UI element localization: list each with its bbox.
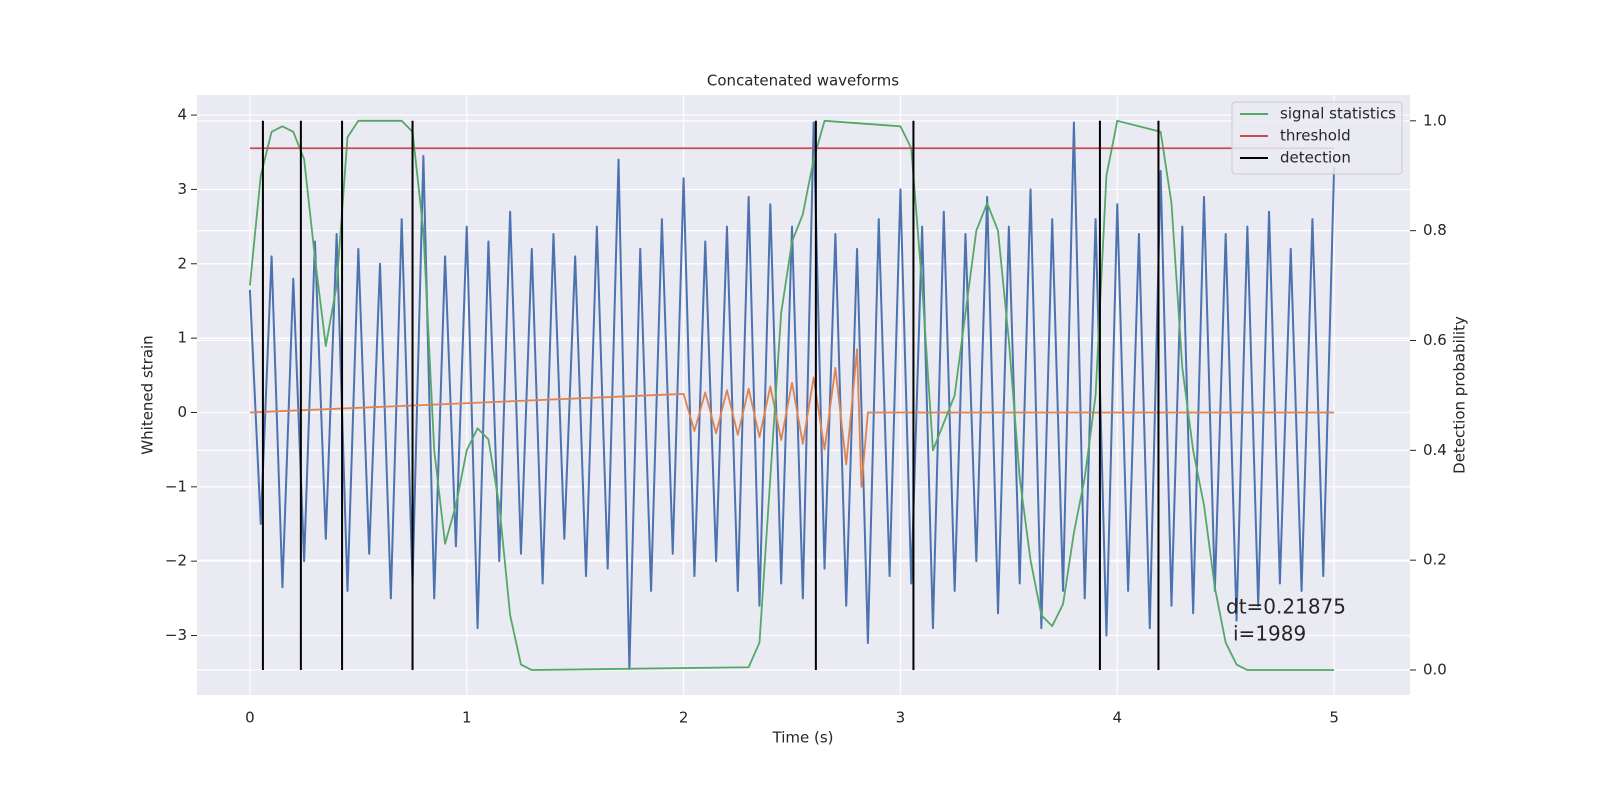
y-tick-label: 1 bbox=[177, 329, 187, 347]
series-line bbox=[249, 348, 1335, 488]
y2-axis-label: Detection probability bbox=[1451, 316, 1469, 474]
x-tick-label: 2 bbox=[679, 709, 689, 727]
x-tick-label: 5 bbox=[1329, 709, 1339, 727]
y-tick-label: −2 bbox=[165, 552, 187, 570]
legend-label: threshold bbox=[1280, 127, 1351, 145]
y-tick-label: 2 bbox=[177, 254, 187, 272]
x-tick-label: 1 bbox=[462, 709, 472, 727]
y-tick-label: −3 bbox=[165, 626, 187, 644]
legend: signal statistics threshold detection bbox=[1231, 101, 1403, 175]
y2-tick-label: 0.8 bbox=[1423, 221, 1447, 239]
x-axis-label: Time (s) bbox=[772, 729, 834, 747]
series-line bbox=[249, 119, 1335, 671]
y2-tick-label: 0.0 bbox=[1423, 661, 1447, 679]
annotation: dt=0.21875 bbox=[1226, 595, 1346, 619]
series-line bbox=[248, 121, 1336, 670]
legend-box bbox=[1231, 101, 1403, 175]
y-tick-label: 0 bbox=[177, 403, 187, 421]
y-tick-label: −1 bbox=[165, 477, 187, 495]
y-tick-label: 4 bbox=[177, 106, 187, 124]
annotation: i=1989 bbox=[1233, 622, 1306, 646]
y-tick-label: 3 bbox=[177, 180, 187, 198]
x-tick-label: 3 bbox=[896, 709, 906, 727]
x-tick-label: 4 bbox=[1112, 709, 1122, 727]
marks bbox=[248, 119, 1336, 671]
y-axis-label: Whitened strain bbox=[139, 335, 157, 454]
legend-label: detection bbox=[1280, 149, 1351, 167]
chart-title: Concatenated waveforms bbox=[707, 72, 899, 90]
y2-tick-label: 1.0 bbox=[1423, 111, 1447, 129]
y2-tick-label: 0.6 bbox=[1423, 331, 1447, 349]
y2-tick-label: 0.2 bbox=[1423, 551, 1447, 569]
y2-tick-label: 0.4 bbox=[1423, 441, 1447, 459]
legend-label: signal statistics bbox=[1280, 105, 1396, 123]
x-tick-label: 0 bbox=[245, 709, 255, 727]
